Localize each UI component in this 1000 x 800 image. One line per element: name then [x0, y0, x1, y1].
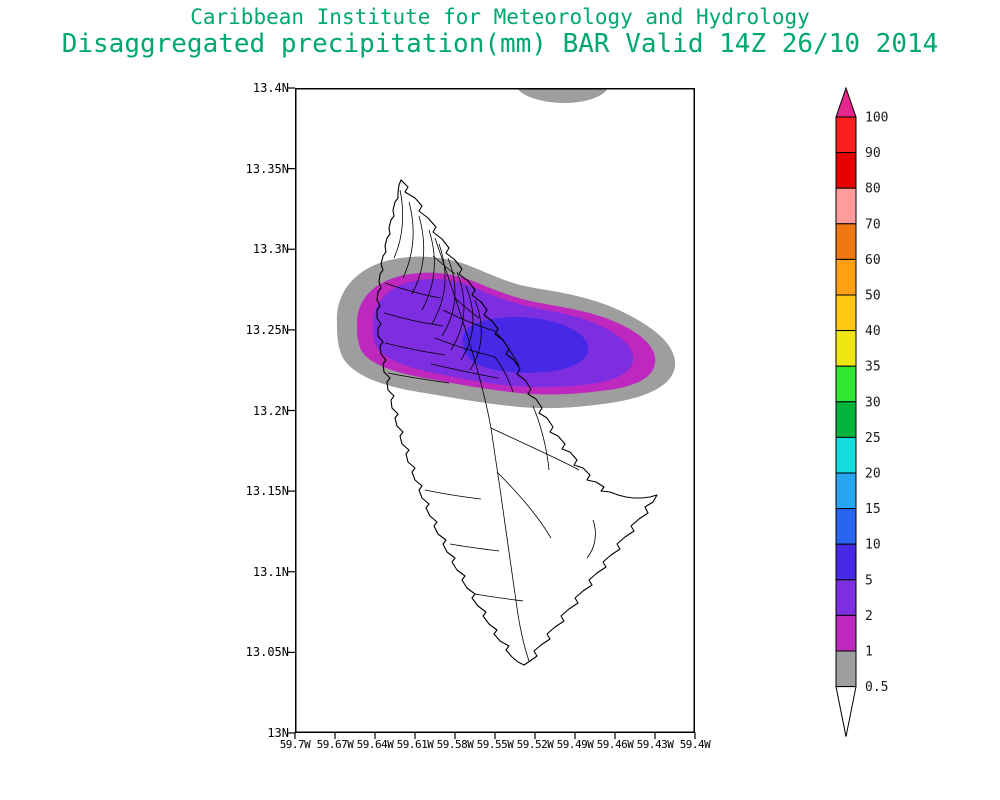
colorbar-label: 5 [865, 573, 873, 588]
colorbar-band [835, 508, 857, 545]
title-block: Caribbean Institute for Meteorology and … [0, 5, 1000, 59]
colorbar-band [835, 436, 857, 474]
watershed-boundaries [383, 189, 596, 662]
x-axis-tick-label: 59.67W [316, 738, 354, 751]
colorbar-label: 2 [865, 609, 873, 624]
x-axis-tick-label: 59.52W [516, 738, 554, 751]
map-svg [288, 87, 696, 739]
colorbar-band [835, 187, 857, 225]
colorbar-label: 60 [865, 253, 881, 268]
y-axis-tick-label: 13.3N [252, 242, 289, 257]
colorbar-band [835, 223, 857, 260]
colorbar-label: 70 [865, 217, 881, 232]
colorbar-band [835, 152, 857, 189]
x-axis-tick-label: 59.49W [556, 738, 594, 751]
colorbar-label: 0.5 [865, 680, 888, 695]
x-axis-tick-label: 59.4W [679, 738, 711, 751]
title-organization: Caribbean Institute for Meteorology and … [190, 5, 810, 29]
axis-ticks [288, 87, 696, 739]
colorbar-band [835, 543, 857, 581]
colorbar-label: 50 [865, 289, 881, 304]
title-product: Disaggregated precipitation(mm) BAR Vali… [61, 29, 939, 59]
y-axis-tick-label: 13.4N [252, 81, 289, 95]
colorbar-label: 40 [865, 324, 881, 339]
colorbar-label: 20 [865, 467, 881, 482]
colorbar-band [835, 294, 857, 332]
barbados-coastline [376, 179, 658, 666]
x-axis-tick-label: 59.61W [396, 738, 434, 751]
colorbar-bottom-arrow [835, 686, 857, 737]
precip-top-edge [517, 88, 608, 103]
island-outline [376, 179, 658, 666]
colorbar-band [835, 472, 857, 510]
colorbar-label: 100 [865, 111, 888, 126]
y-axis-tick-label: 13.15N [245, 484, 289, 499]
y-axis-tick-label: 13.05N [245, 645, 289, 660]
x-axis-tick-label: 59.43W [636, 738, 674, 751]
y-axis-tick-label: 13.25N [245, 322, 289, 337]
colorbar-band [835, 579, 857, 616]
plot-border [295, 88, 695, 733]
colorbar-band [835, 650, 857, 688]
x-axis-tick-label: 59.46W [596, 738, 634, 751]
colorbar-label: 30 [865, 395, 881, 410]
colorbar-label: 10 [865, 538, 881, 553]
y-axis-tick-label: 13.35N [245, 161, 289, 176]
colorbar-band [835, 365, 857, 403]
y-axis-tick-label: 13.1N [252, 564, 289, 579]
y-axis-tick-label: 13.2N [252, 403, 289, 418]
precip-shading [336, 88, 676, 409]
colorbar-label: 1 [865, 645, 873, 660]
colorbar-band [835, 614, 857, 652]
colorbar-band [835, 330, 857, 367]
colorbar-band [835, 401, 857, 438]
y-axis-tick-label: 13N [267, 726, 289, 740]
colorbar-label: 80 [865, 182, 881, 197]
colorbar-label: 15 [865, 502, 881, 517]
map-plot-area: 13.4N 13.35N 13.3N 13.25N 13.2N 13.15N 13.1N 13… [246, 81, 711, 751]
x-axis-tick-label: 59.58W [436, 738, 474, 751]
colorbar-label: 35 [865, 360, 881, 375]
x-axis-tick-label: 59.64W [356, 738, 394, 751]
x-axis-tick-label: 59.7W [279, 738, 311, 751]
colorbar-band [835, 258, 857, 296]
colorbar-band [835, 116, 857, 154]
colorbar-label: 25 [865, 431, 881, 446]
x-axis-tick-label: 59.55W [476, 738, 514, 751]
colorbar-label: 90 [865, 146, 881, 161]
colorbar-top-arrow [835, 86, 857, 118]
